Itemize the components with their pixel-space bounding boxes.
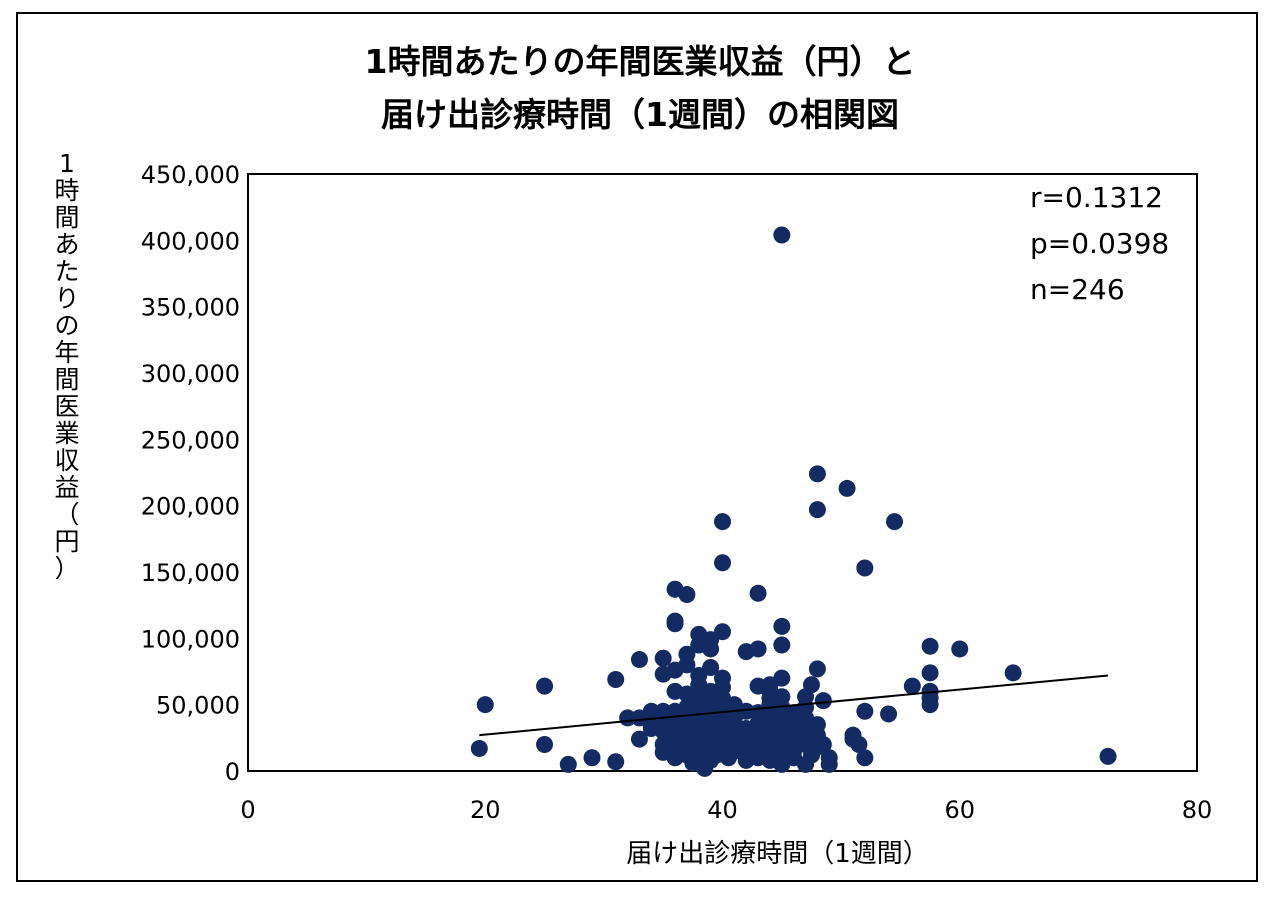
data-point (856, 749, 874, 767)
data-point (814, 735, 832, 753)
data-point (714, 669, 731, 687)
x-tick-label: 60 (944, 796, 975, 824)
y-axis-label-char: 益 (54, 473, 80, 502)
y-axis-label-char: 収 (54, 446, 80, 475)
data-point (903, 677, 921, 695)
data-point (773, 617, 791, 635)
data-point (470, 739, 488, 757)
data-point (583, 749, 601, 767)
x-tick-label: 0 (240, 796, 255, 824)
data-point (880, 705, 898, 723)
data-point (607, 670, 625, 688)
data-point (808, 501, 826, 519)
y-axis-label-char: 時 (54, 176, 80, 205)
y-axis-label-char: た (54, 257, 80, 286)
x-tick-label: 20 (470, 796, 501, 824)
y-axis-label-char: 円 (54, 527, 80, 556)
data-point (1099, 747, 1117, 765)
y-tick-label: 350,000 (141, 294, 240, 322)
y-axis-label: 1 時間あたりの年間医業収益（円） (44, 150, 90, 582)
y-tick-label: 400,000 (141, 227, 240, 255)
data-point (773, 669, 791, 687)
data-point (536, 735, 554, 753)
chart-title-line-1: 1時間あたりの年間医業収益（円）と (364, 42, 916, 81)
x-tick-label: 40 (707, 796, 738, 824)
data-point (856, 702, 874, 720)
data-point (749, 640, 767, 658)
y-axis-label-char: あ (54, 230, 80, 259)
trend-line (479, 674, 1109, 737)
y-tick-label: 450,000 (141, 161, 240, 189)
data-point (808, 660, 826, 678)
data-point (808, 465, 826, 483)
y-axis-label-char: の (54, 311, 80, 340)
y-axis-label-char: （ (54, 500, 80, 529)
y-tick-label: 300,000 (141, 360, 240, 388)
y-axis-label-char: 医 (54, 392, 80, 421)
y-tick-label: 200,000 (141, 493, 240, 521)
y-axis-label-char: 間 (54, 365, 80, 394)
y-tick-label: 250,000 (141, 426, 240, 454)
data-point (607, 753, 625, 771)
data-point (702, 640, 720, 658)
stat-annotation: r=0.1312 (1030, 181, 1163, 214)
data-point (476, 696, 494, 714)
data-point (838, 479, 856, 497)
y-tick-label: 0 (225, 758, 240, 786)
data-point (850, 735, 868, 753)
y-tick-label: 100,000 (141, 625, 240, 653)
y-tick-label: 150,000 (141, 559, 240, 587)
data-point (630, 730, 648, 748)
y-axis-label-char: 業 (54, 419, 80, 448)
data-point (654, 702, 672, 720)
data-point (630, 651, 648, 669)
y-axis-label-char: り (54, 284, 80, 313)
data-point (921, 664, 939, 682)
data-point (714, 513, 731, 531)
data-point (921, 696, 939, 714)
y-axis-label-char: 年 (54, 338, 80, 367)
plot-area (247, 173, 1198, 772)
x-tick-label: 80 (1182, 796, 1213, 824)
data-point (654, 649, 672, 667)
data-point (856, 559, 874, 577)
data-point (714, 623, 731, 641)
data-point (702, 659, 720, 677)
y-axis-label-char: ） (54, 554, 80, 583)
data-point (1004, 664, 1022, 682)
data-point (814, 692, 832, 710)
x-axis-label: 届け出診療時間（1週間） (626, 839, 929, 869)
data-point (678, 656, 696, 674)
data-point (773, 636, 791, 654)
data-point (749, 584, 767, 602)
stat-annotation: n=246 (1030, 273, 1125, 306)
chart-frame (16, 12, 1258, 882)
y-axis-label-char: 間 (54, 203, 80, 232)
data-point (536, 677, 554, 695)
y-tick-label: 50,000 (156, 692, 240, 720)
data-point (714, 554, 731, 572)
data-point (951, 640, 969, 658)
data-point (678, 586, 696, 604)
data-point (666, 612, 684, 630)
data-point (773, 688, 791, 706)
data-point (808, 716, 826, 734)
data-point (820, 755, 838, 773)
data-point (921, 637, 939, 655)
data-point (559, 755, 577, 773)
y-axis-label-char: 1 (59, 149, 75, 178)
data-point (886, 513, 904, 531)
stat-annotation: p=0.0398 (1030, 227, 1169, 260)
data-point (773, 226, 791, 244)
data-point (802, 676, 820, 694)
chart-title-line-2: 届け出診療時間（1週間）の相関図 (381, 95, 899, 134)
